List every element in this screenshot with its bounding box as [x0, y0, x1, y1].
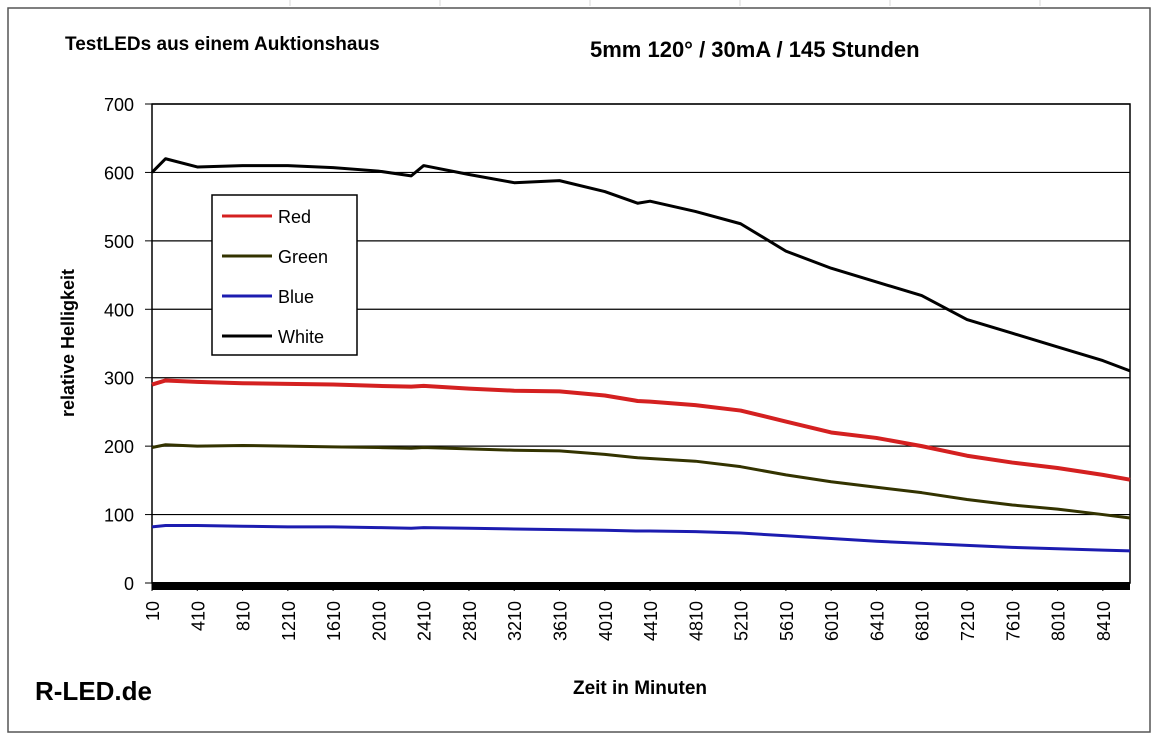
x-tick-label: 810 [234, 601, 254, 631]
x-tick-label: 6410 [867, 601, 887, 641]
chart-border [7, 7, 1151, 733]
x-tick-label: 3610 [551, 601, 571, 641]
y-tick-label: 0 [124, 574, 134, 594]
y-tick-label: 500 [104, 232, 134, 252]
x-tick-label: 5210 [732, 601, 752, 641]
x-tick-label: 8410 [1094, 601, 1114, 641]
y-tick-label: 200 [104, 437, 134, 457]
x-tick-label: 1210 [279, 601, 299, 641]
y-axis-label: relative Helligkeit [58, 269, 78, 417]
x-tick-label: 4010 [596, 601, 616, 641]
x-tick-label: 410 [188, 601, 208, 631]
sheet-grid [289, 0, 1041, 6]
y-tick-label: 700 [104, 95, 134, 115]
chart-title: TestLEDs aus einem Auktionshaus [65, 34, 380, 55]
y-tick-label: 100 [104, 506, 134, 526]
x-tick-label: 1610 [324, 601, 344, 641]
series-line [151, 378, 1131, 482]
x-tick-label: 7210 [958, 601, 978, 641]
x-tick-label: 8010 [1049, 601, 1069, 641]
x-axis-label: Zeit in Minuten [573, 678, 707, 699]
x-tick-label: 2010 [369, 601, 389, 641]
legend-label: Blue [278, 287, 314, 307]
legend-label: Green [278, 247, 328, 267]
y-tick-label: 600 [104, 163, 134, 183]
chart-subtitle: 5mm 120° / 30mA / 145 Stunden [590, 37, 920, 62]
legend-label: White [278, 327, 324, 347]
legend-box [211, 194, 358, 356]
y-tick-label: 400 [104, 300, 134, 320]
annotation: R-LED.de [35, 676, 152, 706]
x-tick-label: 6810 [913, 601, 933, 641]
series-line [151, 443, 1131, 520]
x-tick-label: 3210 [505, 601, 525, 641]
x-tick-label: 6010 [822, 601, 842, 641]
x-tick-label: 4810 [686, 601, 706, 641]
x-tick-label: 5610 [777, 601, 797, 641]
x-tick-label: 2410 [415, 601, 435, 641]
x-tick-label: 4410 [641, 601, 661, 641]
x-tick-label: 2810 [460, 601, 480, 641]
series-line [151, 524, 1131, 553]
x-tick-label: 7610 [1003, 601, 1023, 641]
legend-label: Red [278, 207, 311, 227]
x-tick-label: 10 [143, 601, 163, 621]
y-tick-label: 300 [104, 369, 134, 389]
x-axis [152, 582, 1130, 590]
series-line [150, 157, 1131, 373]
